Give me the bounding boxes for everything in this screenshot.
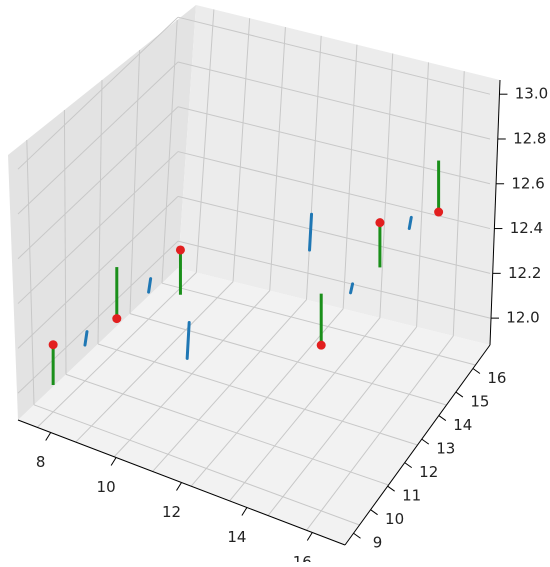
y-tick-label: 12 <box>419 463 438 481</box>
grid-lines <box>17 9 491 531</box>
tick-marks <box>45 93 508 541</box>
y-tick <box>472 368 481 374</box>
y-tick <box>353 532 361 539</box>
blue-quiver-segment <box>308 212 314 252</box>
x-tick-label: 10 <box>97 478 116 496</box>
grid-line-z-side <box>17 106 179 260</box>
x-tick-label: 8 <box>36 453 46 471</box>
grid-line-z-back <box>177 240 491 319</box>
blue-quiver-segment <box>147 277 153 294</box>
y-tick <box>455 391 464 398</box>
x-tick <box>110 457 117 466</box>
y-tick-label: 11 <box>402 487 421 505</box>
y-tick <box>404 462 412 469</box>
grid-line-z-side <box>17 16 179 170</box>
z-tick-label: 12.2 <box>508 264 541 282</box>
x-tick <box>306 532 313 541</box>
x-tick <box>176 482 182 491</box>
grid-line-y-wall <box>305 35 322 300</box>
data-marks <box>48 160 444 385</box>
grid-line-y-wall <box>379 53 394 318</box>
grid-line-z-side <box>17 61 179 215</box>
tick-labels: 81012141691011121314151612.012.212.412.6… <box>36 85 548 567</box>
x-tick-label: 16 <box>293 553 312 562</box>
grid-line-y-floor <box>75 281 234 443</box>
y-tick <box>421 438 430 445</box>
z-tick-label: 13.0 <box>515 85 548 103</box>
y-tick <box>387 485 395 492</box>
grid-line-y-floor <box>306 335 454 531</box>
pane-left <box>8 5 196 420</box>
z-tick-label: 12.0 <box>506 309 539 327</box>
grid-line-y-floor <box>113 290 271 458</box>
scatter-point <box>175 245 185 255</box>
z-axis-line <box>489 79 501 346</box>
y-tick-label: 9 <box>373 534 383 552</box>
grid-line-y-floor <box>190 308 344 487</box>
x-tick-label: 12 <box>162 503 181 521</box>
y-tick <box>370 509 378 516</box>
grid-line-z-side <box>17 195 179 349</box>
scatter-point <box>375 218 385 228</box>
scatter-point <box>316 340 326 350</box>
grid-line-y-floor <box>36 272 197 428</box>
grid-line-y-wall <box>416 62 429 327</box>
grid-line-z-back <box>177 61 491 140</box>
grid-line-y-wall <box>269 27 286 291</box>
blue-quiver-segment <box>407 215 413 231</box>
blue-quiver-segment <box>185 321 191 360</box>
grid-line-z-back <box>177 195 491 274</box>
pane-floor <box>18 268 490 545</box>
x-tick-label: 14 <box>227 528 246 546</box>
x-tick <box>241 507 248 516</box>
scatter-point <box>434 207 444 217</box>
grid-line-x-floor <box>65 373 389 486</box>
grid-line-z-side <box>17 151 179 304</box>
grid-line-y-floor <box>229 317 381 502</box>
y-axis-line <box>344 344 491 546</box>
grid-line-x-wall <box>26 139 35 405</box>
grid-line-x-floor <box>161 282 476 366</box>
scatter-point <box>48 340 58 350</box>
grid-line-y-wall <box>195 9 215 273</box>
z-tick-label: 12.4 <box>510 219 543 237</box>
grid-line-z-side <box>17 240 179 394</box>
y-tick-label: 10 <box>385 510 404 528</box>
grid-line-y-floor <box>152 299 307 472</box>
y-tick-label: 13 <box>436 440 455 458</box>
grid-line-x-wall <box>63 109 67 375</box>
grid-line-y-floor <box>267 326 417 516</box>
grid-line-x-floor <box>33 404 360 526</box>
y-tick <box>438 415 447 421</box>
grid-line-x-floor <box>129 313 447 406</box>
x-tick <box>45 432 52 441</box>
grid-line-y-wall <box>232 18 251 282</box>
y-tick-label: 14 <box>453 416 472 434</box>
grid-line-y-wall <box>342 44 358 309</box>
z-tick-label: 12.8 <box>513 129 546 147</box>
grid-line-x-wall <box>161 19 178 284</box>
blue-quiver-segment <box>349 282 355 295</box>
blue-quiver-segment <box>83 330 89 347</box>
y-tick-label: 15 <box>470 393 489 411</box>
grid-line-z-back <box>177 16 491 95</box>
grid-line-x-wall <box>97 79 103 345</box>
grid-line-y-wall <box>452 71 465 336</box>
z-tick-label: 12.6 <box>511 174 544 192</box>
grid-line-x-wall <box>129 49 141 314</box>
scatter-point <box>112 314 122 324</box>
grid-line-x-floor <box>97 343 418 446</box>
y-tick-label: 16 <box>487 369 506 387</box>
